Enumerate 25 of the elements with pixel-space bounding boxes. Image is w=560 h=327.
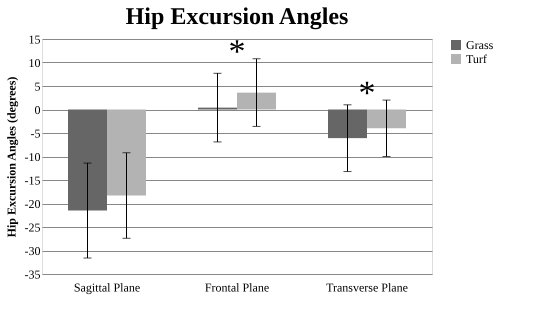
y-tick-label: 0 [34, 103, 40, 117]
y-axis-title: Hip Excursion Angles (degrees) [4, 76, 19, 238]
legend-label: Turf [466, 52, 487, 66]
y-tick-label: -10 [24, 150, 40, 164]
bar [237, 92, 276, 110]
bar [68, 110, 107, 211]
y-tick-label: -35 [24, 268, 40, 282]
legend-label: Grass [466, 38, 494, 52]
y-tick-label: -20 [24, 197, 40, 211]
y-tick-label: 15 [28, 32, 40, 46]
x-tick-label: Frontal Plane [204, 280, 270, 294]
y-tick-label: 10 [28, 56, 40, 70]
annotation: * [358, 75, 376, 112]
annotation: * [228, 34, 246, 71]
y-tick-label: 5 [34, 80, 40, 94]
y-tick-label: -30 [24, 244, 40, 258]
bar [328, 110, 367, 138]
x-tick-label: Transverse Plane [326, 280, 408, 294]
bar [367, 110, 406, 128]
y-tick-label: -5 [30, 126, 40, 140]
bar [107, 110, 146, 196]
y-tick-label: -15 [24, 174, 40, 188]
y-tick-label: -25 [24, 220, 40, 234]
chart-title: Hip Excursion Angles [126, 4, 348, 30]
x-tick-label: Sagittal Plane [74, 280, 140, 294]
